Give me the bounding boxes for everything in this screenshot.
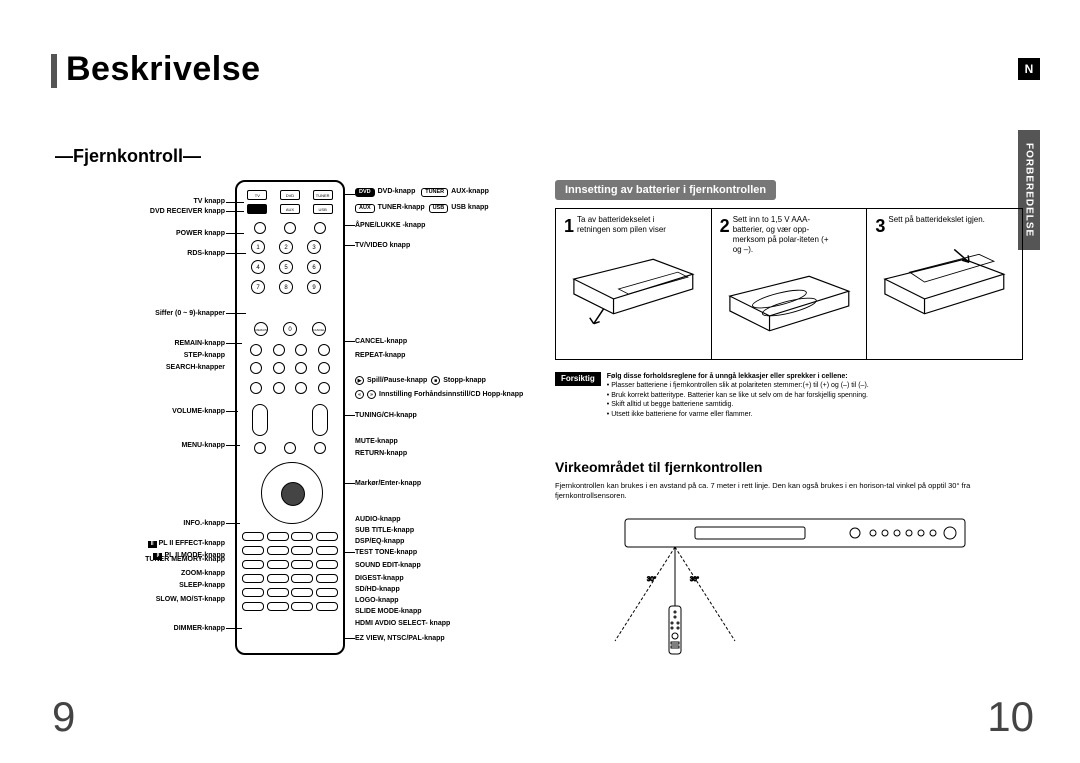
battery-header: Innsetting av batterier i fjernkontrolle… xyxy=(555,180,776,200)
battery-steps-box: 1Ta av batteridekselet i retningen som p… xyxy=(555,208,1023,360)
legend-tuner-usb: AUXTUNER-knapp USBUSB knapp xyxy=(355,204,489,213)
range-illustration: 30° 30° xyxy=(555,511,1023,661)
caution-box: Forsiktig Følg disse forholdsreglene for… xyxy=(555,372,1025,419)
lbl-soundedit: SOUND EDIT-knapp xyxy=(355,562,421,569)
lbl-hdmi: HDMI AVDIO SELECT- knapp xyxy=(355,620,450,627)
lbl-openclose: ÅPNE/LUKKE -knapp xyxy=(355,222,425,229)
lbl-preset: «»Innstilling Forhåndsinnstill/CD Hopp-k… xyxy=(355,390,523,399)
battery-illus-2 xyxy=(720,261,859,351)
lbl-cancel: CANCEL-knapp xyxy=(355,338,407,345)
svg-text:30°: 30° xyxy=(647,577,657,583)
battery-step-1: 1Ta av batteridekselet i retningen som p… xyxy=(556,209,712,359)
lbl-menu: MENU-knapp xyxy=(181,442,225,449)
remote-diagram: TVDVDTUNER AUXUSB 123 456 789 REMAIN0CAN… xyxy=(55,180,525,670)
lbl-dvdrec: DVD RECEIVER knapp xyxy=(150,208,225,215)
page-number-left: 9 xyxy=(52,693,75,741)
remote-body: TVDVDTUNER AUXUSB 123 456 789 REMAIN0CAN… xyxy=(235,180,345,655)
caution-text: Følg disse forholdsreglene for å unngå l… xyxy=(607,372,869,419)
language-badge: N xyxy=(1018,58,1040,80)
lbl-zoom: ZOOM-knapp xyxy=(181,570,225,577)
lbl-dimmer: DIMMER-knapp xyxy=(174,625,225,632)
lbl-mute: MUTE-knapp xyxy=(355,438,398,445)
caution-tag: Forsiktig xyxy=(555,372,601,386)
lbl-tvvideo: TV/VIDEO knapp xyxy=(355,242,410,249)
lbl-info: INFO.-knapp xyxy=(183,520,225,527)
lbl-return: RETURN-knapp xyxy=(355,450,407,457)
range-text: Fjernkontrollen kan brukes i en avstand … xyxy=(555,481,1025,501)
lbl-ezview: EZ VIEW, NTSC/PAL-knapp xyxy=(355,635,445,642)
lbl-audio: AUDIO-knapp xyxy=(355,516,401,523)
lbl-subtitle: SUB TITLE-knapp xyxy=(355,527,414,534)
right-column: Innsetting av batterier i fjernkontrolle… xyxy=(555,180,1025,661)
lbl-siffer: Siffer (0 ~ 9)-knapper xyxy=(155,310,225,317)
title-gutter-bar xyxy=(51,54,57,88)
battery-illus-1 xyxy=(564,244,703,334)
section-subtitle: —Fjernkontroll— xyxy=(55,146,201,167)
lbl-tv: TV knapp xyxy=(193,198,225,205)
lbl-sdhd: SD/HD-knapp xyxy=(355,586,400,593)
lbl-cursor: Markør/Enter-knapp xyxy=(355,480,421,487)
battery-illus-3 xyxy=(875,244,1014,334)
battery-step-2: 2Sett inn to 1,5 V AAA-batterier, og vær… xyxy=(712,209,868,359)
lbl-volume: VOLUME-knapp xyxy=(172,408,225,415)
range-header: Virkeområdet til fjernkontrollen xyxy=(555,459,1025,475)
lbl-playpause-stop: ▶Spill/Pause-knapp ■Stopp-knapp xyxy=(355,376,486,385)
page-number-right: 10 xyxy=(987,693,1034,741)
lbl-dspeq: DSP/EQ-knapp xyxy=(355,538,404,545)
lbl-slow: SLOW, MO/ST-knapp xyxy=(156,596,225,603)
lbl-logo: LOGO-knapp xyxy=(355,597,399,604)
legend-dvd-aux: DVDDVD-knapp TUNERAUX-knapp xyxy=(355,188,489,197)
page-title: Beskrivelse xyxy=(66,50,261,89)
lbl-search: SEARCH-knapper xyxy=(166,364,225,371)
lbl-step: STEP-knapp xyxy=(184,352,225,359)
lbl-repeat: REPEAT-knapp xyxy=(355,352,405,359)
lbl-tunermem: TUNER MEMORY-knapp xyxy=(145,556,225,563)
lbl-power: POWER knapp xyxy=(176,230,225,237)
lbl-slidemode: SLIDE MODE-knapp xyxy=(355,608,422,615)
lbl-digest: DIGEST-knapp xyxy=(355,575,404,582)
battery-step-3: 3Sett på batteridekslet igjen. xyxy=(867,209,1022,359)
lbl-sleep: SLEEP-knapp xyxy=(179,582,225,589)
svg-text:30°: 30° xyxy=(690,577,700,583)
lbl-remain: REMAIN-knapp xyxy=(174,340,225,347)
lbl-rds: RDS-knapp xyxy=(187,250,225,257)
lbl-tuning: TUNING/CH-knapp xyxy=(355,412,417,419)
lbl-testtone: TEST TONE-knapp xyxy=(355,549,417,556)
